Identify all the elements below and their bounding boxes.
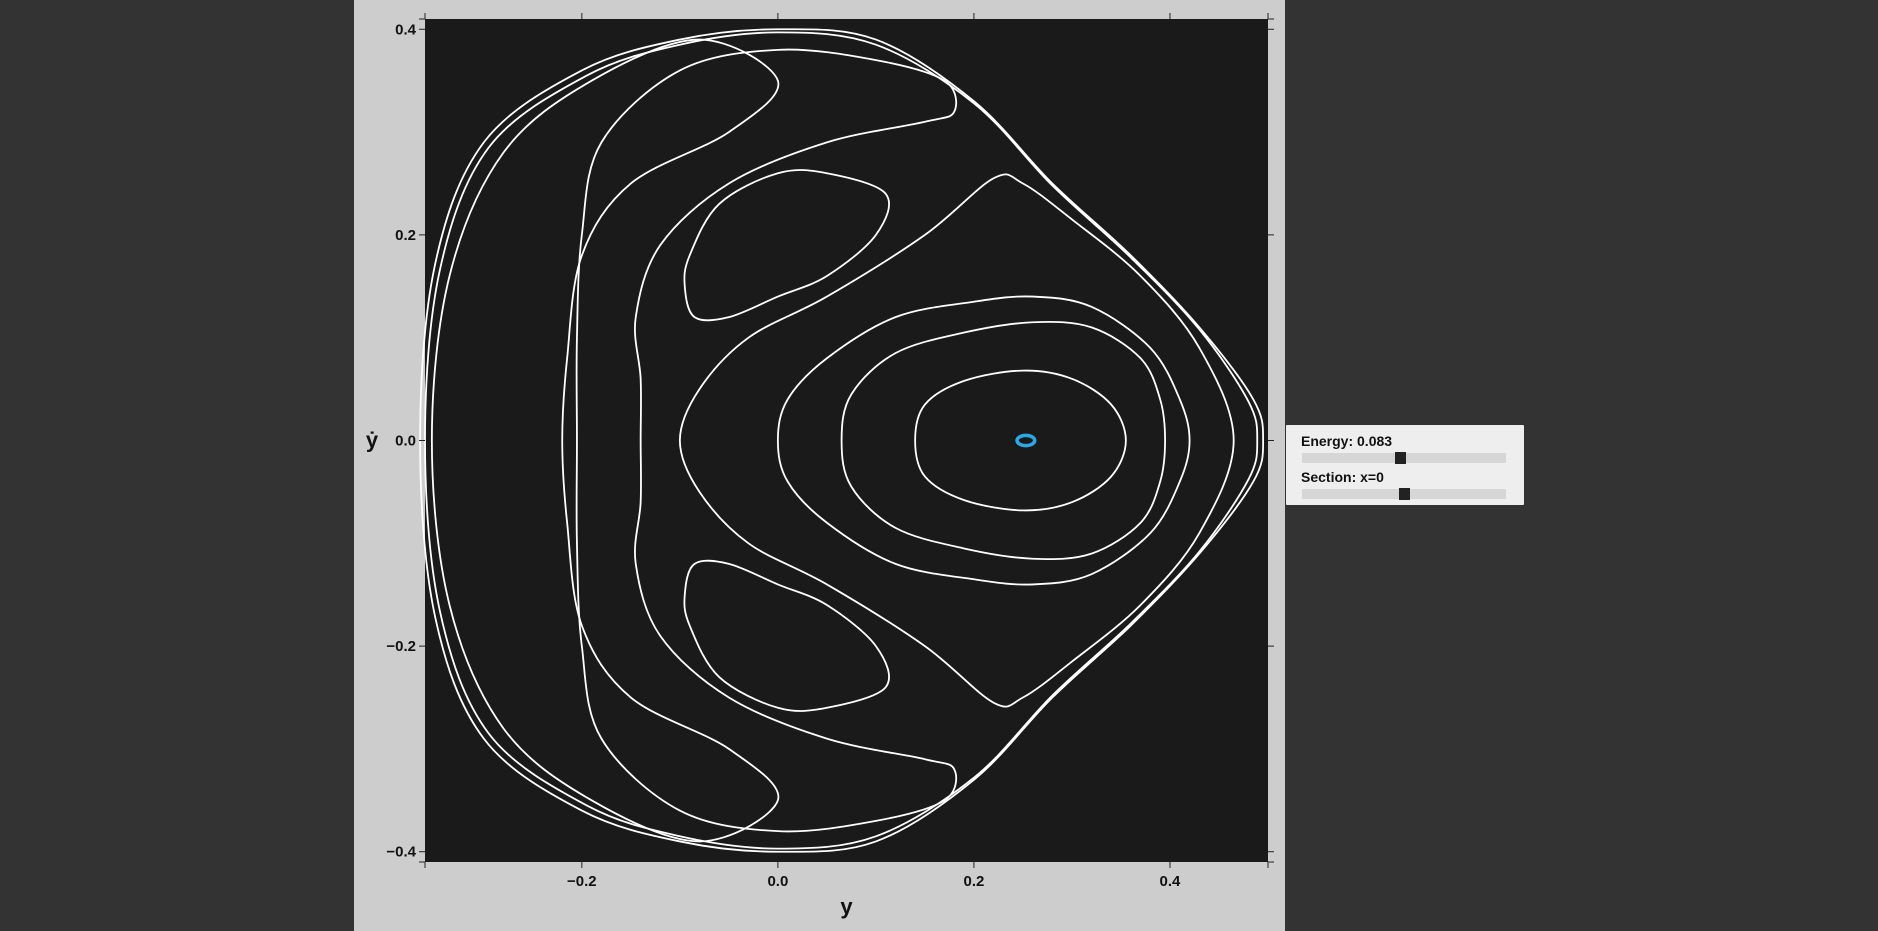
y-tick-label: 0.4 [395, 21, 417, 38]
orbit-curve-4 [575, 48, 958, 833]
orbit-curve-7 [840, 320, 1166, 561]
y-tick-label: 0.0 [395, 433, 416, 450]
plot-figure: −0.2 0.0 0.2 0.4 0.4 0.2 0.0 −0.2 −0.4 y ẏ [354, 0, 1285, 931]
control-panel: Energy: 0.083 Section: x=0 [1286, 425, 1524, 505]
y-tick-label: 0.2 [395, 227, 416, 244]
orbit-curve-3 [430, 38, 780, 843]
energy-slider[interactable] [1302, 452, 1506, 464]
energy-slider-thumb[interactable] [1394, 452, 1406, 464]
plot-area [425, 19, 1268, 862]
x-tick-label: 0.4 [1160, 873, 1182, 890]
section-label: Section: x=0 [1301, 469, 1384, 485]
y-tick-label: −0.2 [386, 638, 416, 655]
x-axis-label: y [840, 894, 853, 919]
orbit-curve-8 [914, 369, 1127, 512]
y-axis-label: ẏ [366, 428, 379, 453]
section-slider-thumb[interactable] [1399, 488, 1410, 500]
poincare-section-plot: −0.2 0.0 0.2 0.4 0.4 0.2 0.0 −0.2 −0.4 y ẏ [366, 13, 1274, 919]
x-tick-label: −0.2 [567, 873, 597, 890]
highlighted-orbit [1015, 433, 1037, 448]
orbit-curve-1 [419, 28, 1265, 853]
section-slider[interactable] [1302, 488, 1506, 500]
orbit-curve-6 [776, 295, 1191, 586]
y-tick-label: −0.4 [386, 844, 416, 861]
orbit-curve-5 [678, 173, 1235, 708]
x-tick-label: 0.0 [767, 873, 788, 890]
x-tick-label: 0.2 [964, 873, 985, 890]
energy-label: Energy: 0.083 [1301, 433, 1393, 449]
orbit-curve-9 [683, 169, 890, 322]
orbit-curve-10 [683, 559, 890, 712]
